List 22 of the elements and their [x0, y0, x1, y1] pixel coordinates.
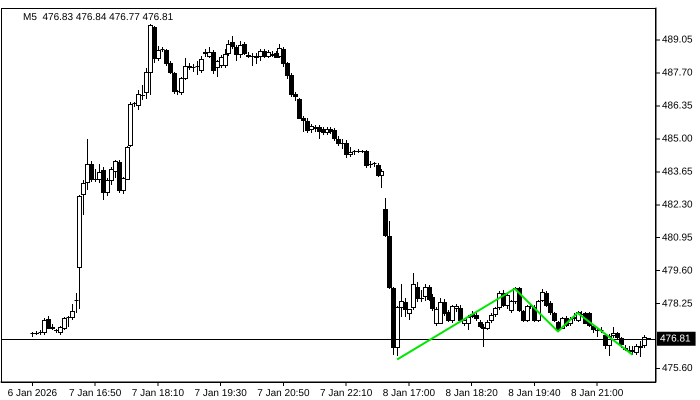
chart-title: M5 476.83 476.84 476.77 476.81 — [23, 12, 174, 23]
x-tick-label: 6 Jan 2026 — [8, 388, 58, 399]
x-tick-label: 7 Jan 16:50 — [69, 388, 122, 399]
ref-line-label: 476.81 — [660, 334, 692, 345]
y-tick-label: 479.60 — [662, 265, 694, 276]
y-tick-label: 487.70 — [662, 68, 694, 79]
y-tick-label: 483.65 — [662, 166, 694, 178]
x-tick-label: 7 Jan 19:30 — [194, 388, 248, 399]
y-tick-label: 485.00 — [662, 134, 694, 145]
x-tick-label: 7 Jan 22:10 — [320, 388, 373, 399]
y-tick-label: 489.05 — [662, 34, 694, 46]
x-tick-label: 8 Jan 19:40 — [508, 388, 561, 399]
x-tick-label: 7 Jan 20:50 — [257, 388, 310, 399]
y-tick-label: 480.95 — [662, 232, 694, 244]
x-tick-label: 7 Jan 18:10 — [132, 388, 184, 399]
x-tick-label: 8 Jan 21:00 — [571, 388, 624, 399]
x-tick-label: 8 Jan 17:00 — [382, 388, 436, 399]
y-tick-label: 475.60 — [662, 363, 694, 374]
y-tick-label: 478.25 — [662, 298, 694, 310]
y-tick-label: 486.35 — [662, 100, 694, 112]
x-tick-label: 8 Jan 18:20 — [446, 388, 498, 399]
y-tick-label: 482.30 — [662, 200, 694, 211]
